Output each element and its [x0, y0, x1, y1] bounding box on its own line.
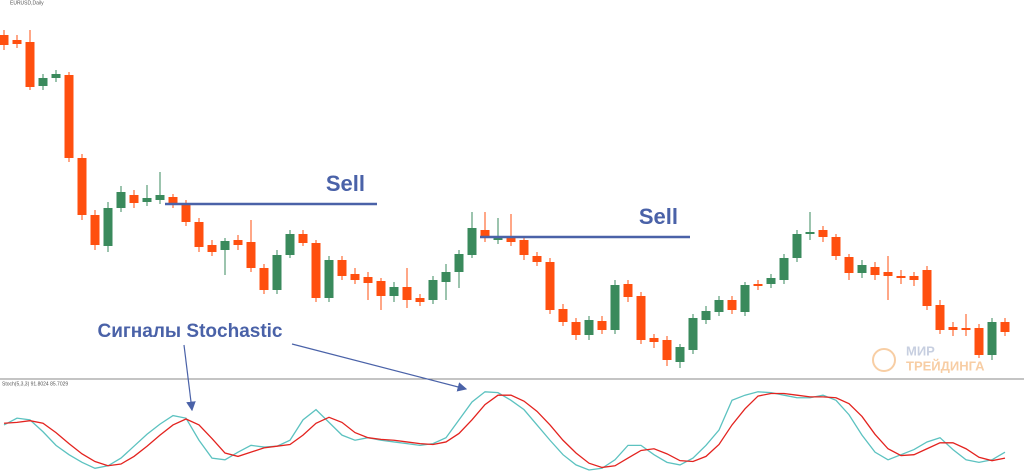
watermark-text: МИР: [906, 343, 935, 358]
candle-body: [142, 198, 152, 202]
candle-body: [558, 309, 568, 322]
candle-body: [779, 258, 789, 280]
candle-body: [90, 215, 100, 245]
candle-body: [584, 320, 594, 335]
candle-body: [857, 265, 867, 273]
candle-body: [155, 195, 165, 200]
watermark-icon: [872, 348, 896, 372]
candle-body: [324, 260, 334, 298]
candle-body: [506, 236, 516, 242]
candle-body: [597, 321, 607, 330]
candle-body: [168, 197, 178, 203]
stoch-line: [3, 391, 1006, 471]
candle-body: [961, 328, 971, 330]
candle-body: [636, 296, 646, 340]
candle-body: [25, 42, 35, 87]
candle-body: [0, 35, 9, 45]
candle-body: [623, 284, 633, 297]
candle-body: [272, 255, 282, 290]
candle-body: [298, 234, 308, 243]
sell-label: Sell: [639, 204, 678, 229]
candle-body: [610, 285, 620, 330]
candle-body: [662, 340, 672, 360]
candle-body: [688, 318, 698, 350]
candle-body: [818, 230, 828, 237]
candle-body: [675, 347, 685, 362]
candle-body: [428, 280, 438, 300]
candle-body: [701, 311, 711, 320]
candle-body: [415, 298, 425, 302]
candle-body: [350, 274, 360, 280]
candle-body: [545, 262, 555, 310]
candle-body: [935, 305, 945, 330]
candle-body: [441, 272, 451, 282]
candle-body: [376, 281, 386, 296]
candle-body: [181, 203, 191, 222]
candle-body: [103, 208, 113, 246]
candle-body: [38, 78, 48, 86]
stochastic-panel: [3, 391, 1006, 471]
candle-body: [766, 278, 776, 284]
candle-body: [532, 256, 542, 262]
candle-body: [116, 192, 126, 208]
candle-body: [51, 74, 61, 78]
candle-body: [987, 322, 997, 355]
candle-body: [948, 327, 958, 330]
stoch-line: [3, 392, 1006, 469]
candle-body: [844, 257, 854, 273]
candle-body: [77, 158, 87, 215]
candle-body: [831, 237, 841, 256]
arrow: [291, 343, 468, 392]
symbol-label: EURUSD,Daily: [10, 0, 44, 6]
candle-body: [753, 284, 763, 286]
candle-body: [311, 243, 321, 298]
candle-body: [402, 287, 412, 300]
candle-body: [194, 222, 204, 247]
candle-body: [649, 338, 659, 342]
price-panel: Sell Sell: [0, 30, 1010, 368]
watermark: МИР ТРЕЙДИНГА: [872, 343, 985, 373]
candle-body: [974, 328, 984, 355]
candle-body: [129, 195, 139, 203]
candle-body: [220, 241, 230, 250]
candle-body: [896, 276, 906, 278]
candle-body: [1000, 322, 1010, 332]
arrow: [183, 344, 196, 412]
sell-label: Sell: [326, 171, 365, 196]
candle-body: [389, 287, 399, 296]
candle-body: [246, 242, 256, 268]
candle-body: [714, 300, 724, 312]
candle-body: [363, 277, 373, 283]
candle-body: [740, 285, 750, 312]
candle-body: [909, 276, 919, 280]
candle-body: [337, 260, 347, 276]
candle-body: [233, 240, 243, 245]
candle-body: [64, 75, 74, 158]
candle-body: [922, 270, 932, 306]
candle-body: [454, 254, 464, 272]
candle-body: [519, 240, 529, 255]
annotation: Сигналы Stochastic: [97, 321, 282, 342]
candle-body: [467, 228, 477, 255]
indicator-label: Stoch(5,3,3) 91.8024 85.7029: [2, 381, 68, 387]
candle-body: [285, 234, 295, 255]
candle-body: [480, 230, 490, 237]
candle-body: [571, 322, 581, 335]
candle-body: [259, 268, 269, 290]
candle-body: [207, 245, 217, 252]
candle-body: [12, 40, 22, 44]
candle-body: [870, 267, 880, 275]
watermark-text: ТРЕЙДИНГА: [906, 358, 985, 373]
candle-body: [883, 272, 893, 276]
candle-body: [805, 232, 815, 234]
candle-body: [727, 300, 737, 310]
candle-body: [792, 234, 802, 258]
